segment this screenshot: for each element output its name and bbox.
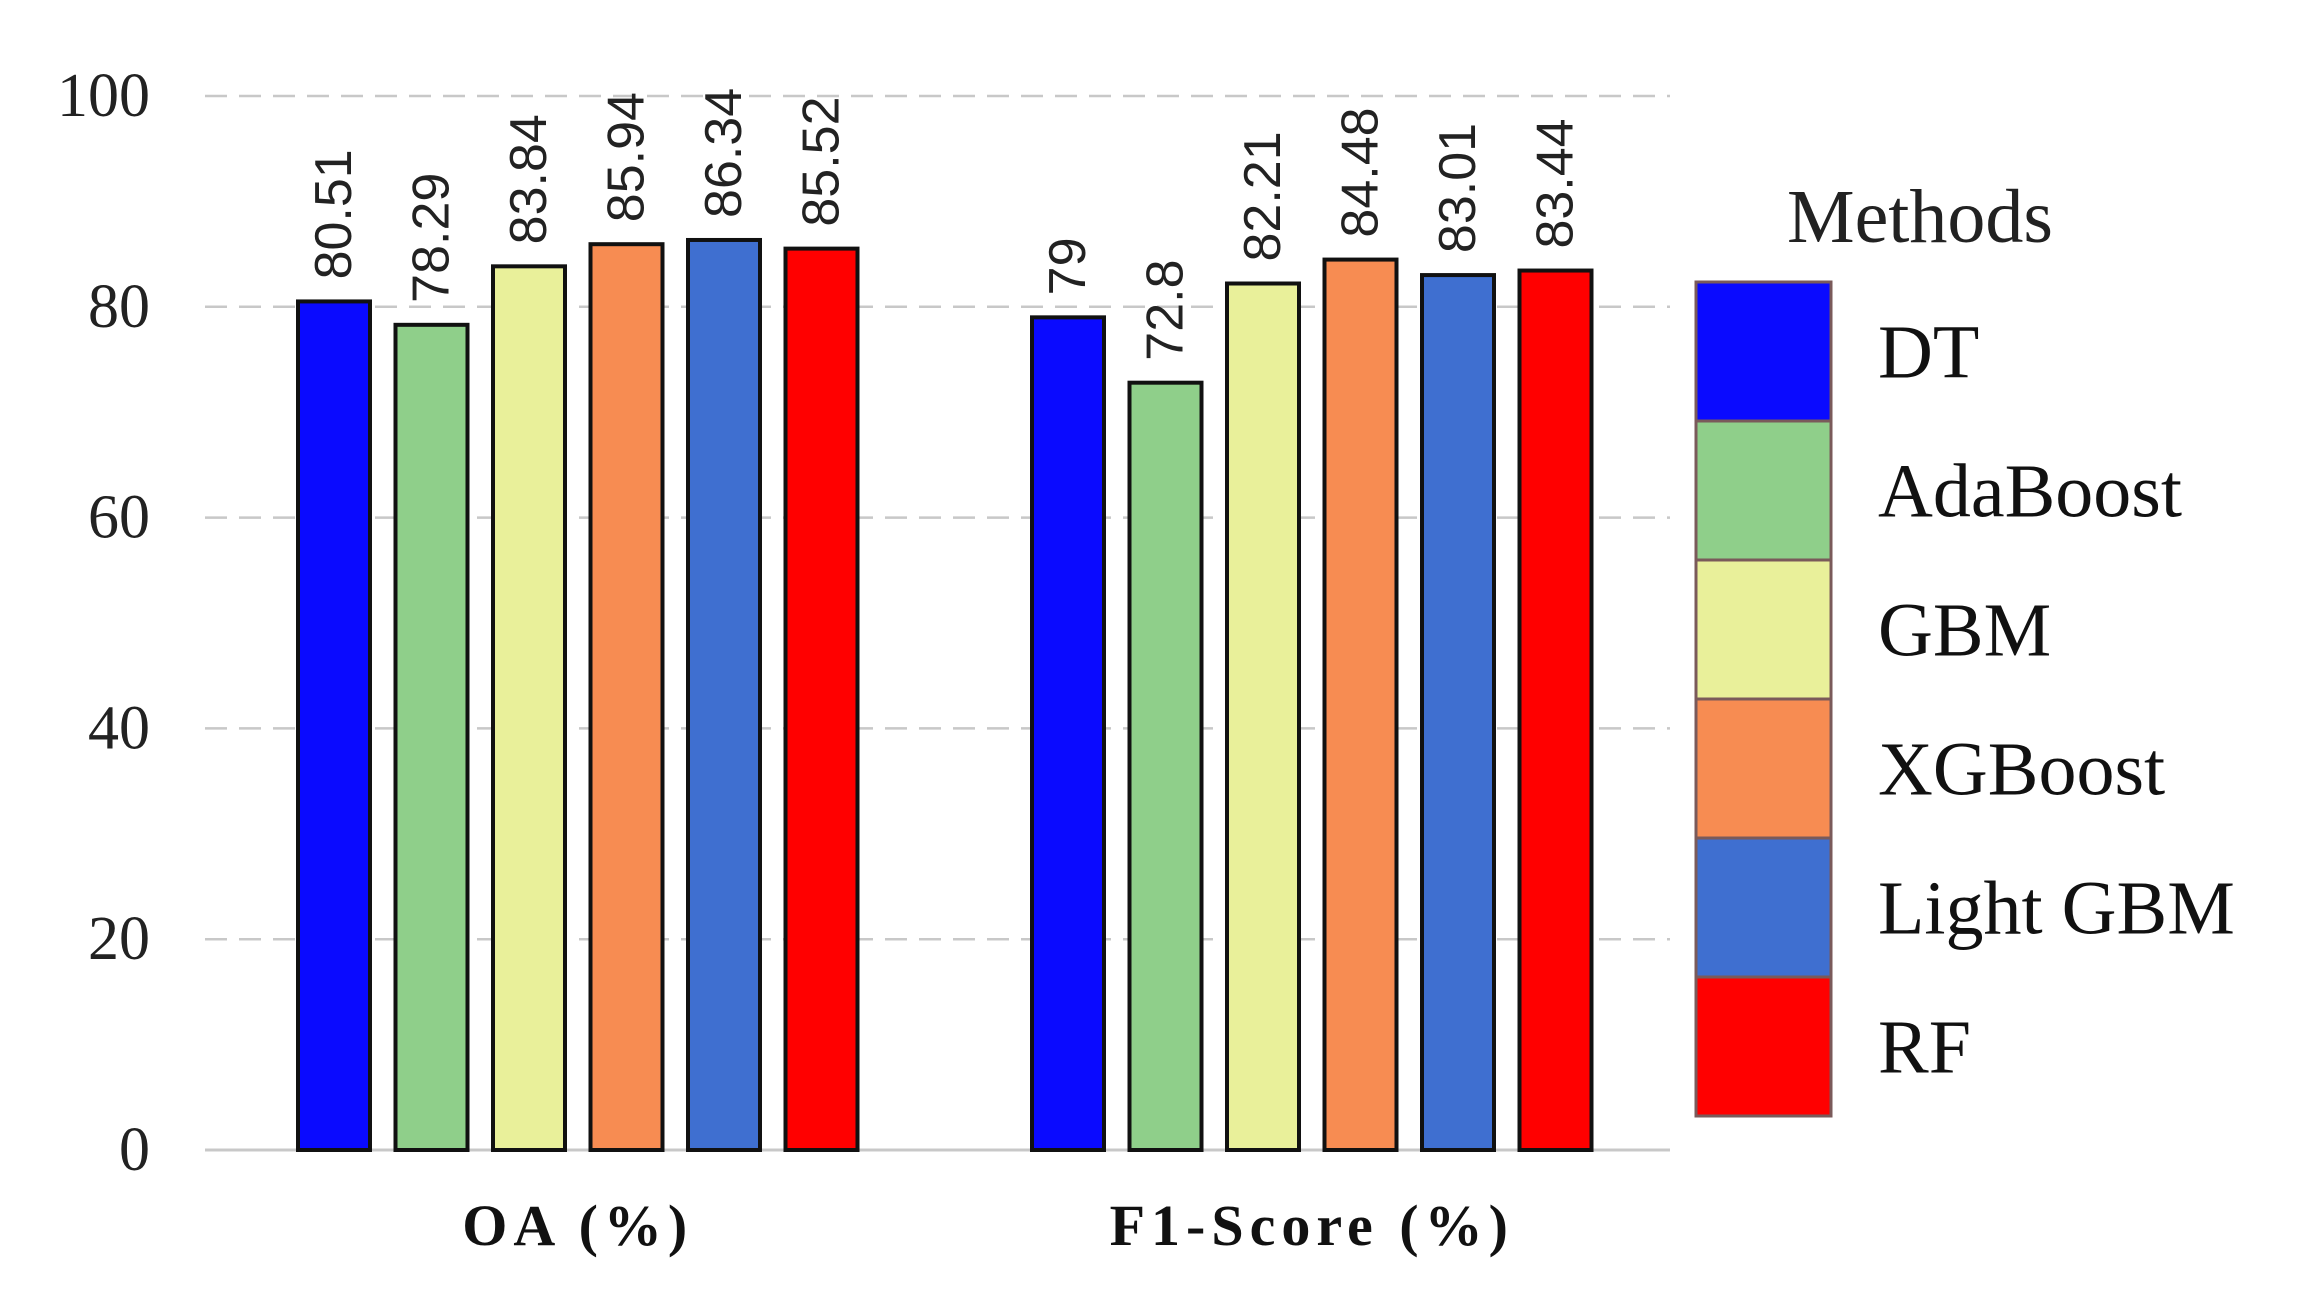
x-axis-categories: OA (%) F1-Score (%) [462,1193,1514,1258]
y-axis-ticks: 0 20 40 60 80 100 [57,62,150,1184]
data-label: 83.01 [1429,123,1487,253]
y-tick-label: 0 [119,1116,150,1184]
bar-adaboost-oa [393,322,470,1152]
data-label: 85.94 [598,92,656,222]
data-label: 79 [1039,237,1097,295]
y-tick-label: 100 [57,62,150,130]
y-tick-label: 40 [88,694,150,762]
y-tick-label: 60 [88,484,150,552]
data-label: 78.29 [403,173,461,303]
bar-xgboost-f1 [1322,257,1399,1152]
data-label: 82.21 [1234,131,1292,261]
legend-label: DT [1878,311,1979,395]
legend-swatch [1694,419,1833,562]
data-labels: 80.51 78.29 83.84 85.94 86.34 85.52 79 72.8 82.2… [305,88,1585,361]
bar-gbm-f1 [1225,281,1301,1152]
y-tick-label: 80 [88,273,150,341]
data-label: 72.8 [1137,259,1195,360]
legend-label: Light GBM [1878,867,2235,951]
legend-label: AdaBoost [1878,450,2182,534]
legend-swatch [1694,558,1833,701]
data-label: 80.51 [305,149,363,279]
bar-rf-oa [783,246,860,1152]
legend-swatch [1694,280,1833,423]
data-label: 83.84 [500,114,558,244]
legend-label: XGBoost [1878,728,2165,812]
y-tick-label: 20 [88,905,150,973]
bar-light-gbm-f1 [1420,273,1496,1152]
bar-xgboost-oa [588,242,665,1153]
x-category-label: OA (%) [462,1193,693,1258]
bar-light-gbm-oa [686,237,762,1153]
data-label: 84.48 [1332,107,1390,237]
legend-swatch [1694,697,1833,840]
bar-gbm-oa [491,264,567,1152]
bar-dt-f1 [1030,315,1106,1152]
data-label: 85.52 [793,96,851,226]
legend-label: GBM [1878,589,2051,673]
bars [296,237,1594,1153]
legend-label: RF [1878,1006,1971,1090]
bar-adaboost-f1 [1127,380,1204,1152]
legend-swatch [1694,836,1833,979]
data-label: 83.44 [1527,118,1585,248]
bar-rf-f1 [1517,268,1594,1152]
legend-swatch [1694,975,1833,1118]
legend-title: Methods [1787,175,2053,259]
bar-dt-oa [296,299,372,1152]
x-category-label: F1-Score (%) [1110,1193,1514,1258]
legend: Methods DT AdaBoost GBM XGBoost Light GBM RF [1694,175,2235,1118]
data-label: 86.34 [695,88,753,218]
